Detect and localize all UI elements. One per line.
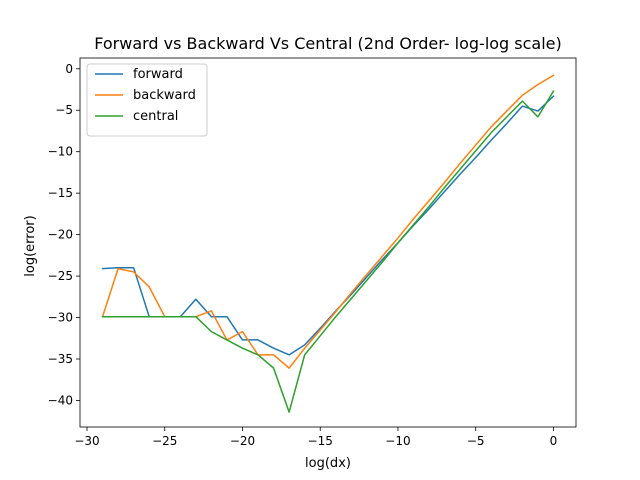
x-tick-label: −25 <box>152 434 177 448</box>
legend-label-central: central <box>133 109 178 124</box>
legend-label-forward: forward <box>133 67 183 82</box>
chart-title: Forward vs Backward Vs Central (2nd Orde… <box>94 34 562 53</box>
y-tick-label: −35 <box>48 352 73 366</box>
y-axis-label: log(error) <box>23 215 38 276</box>
y-tick-label: −10 <box>48 145 73 159</box>
x-tick-label: −15 <box>308 434 333 448</box>
x-tick-label: −5 <box>467 434 485 448</box>
x-tick-label: −30 <box>74 434 99 448</box>
x-axis-label: log(dx) <box>305 456 351 471</box>
x-tick-label: −10 <box>385 434 410 448</box>
y-tick-label: −40 <box>48 393 73 407</box>
y-tick-label: −20 <box>48 228 73 242</box>
axes-frame <box>79 57 577 428</box>
y-tick-label: −5 <box>55 103 73 117</box>
y-tick-label: −15 <box>48 186 73 200</box>
plot-area: −30 −25 −20 −15 −10 −5 0 0 −5 −10 −15 −20 −25 −30 −35 −… <box>48 57 577 448</box>
x-tick-label: 0 <box>550 434 558 448</box>
y-tick-label: 0 <box>65 62 73 76</box>
legend-label-backward: backward <box>133 88 196 103</box>
y-tick-label: −30 <box>48 311 73 325</box>
y-tick-label: −25 <box>48 269 73 283</box>
legend-box <box>86 63 208 137</box>
series-line-central <box>101 90 555 413</box>
x-tick-label: −20 <box>230 434 255 448</box>
